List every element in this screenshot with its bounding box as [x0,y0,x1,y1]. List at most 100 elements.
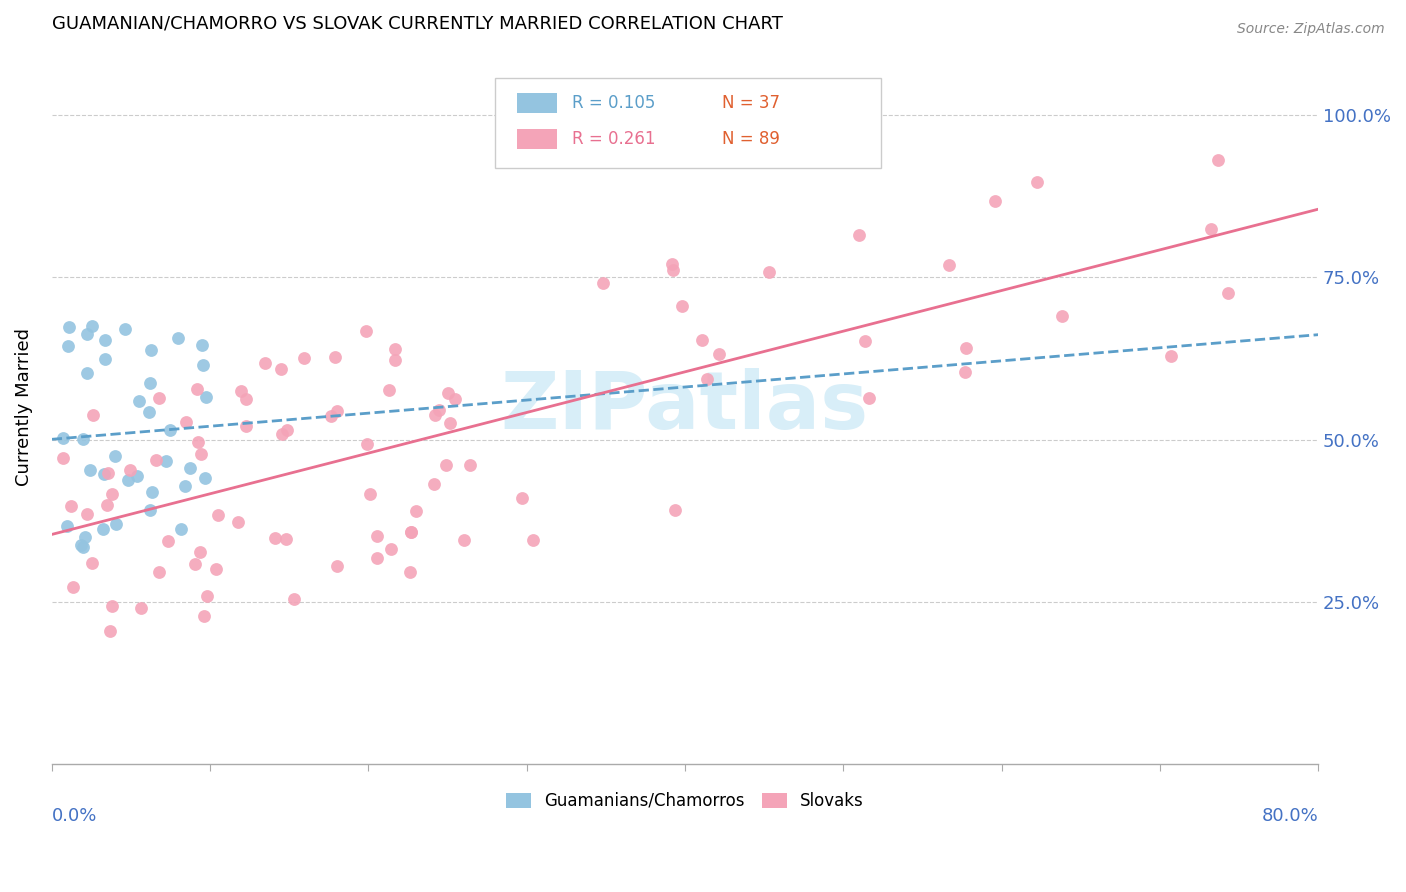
Point [1206,153,1229,167]
Point [125,468,148,483]
FancyBboxPatch shape [495,78,882,168]
Point [117,473,139,487]
Point [955,342,977,356]
Point [292,351,315,365]
Point [283,591,305,606]
Point [104,516,127,531]
Point [97,466,120,480]
Point [93,467,115,481]
Point [366,551,388,566]
Point [425,408,447,422]
Point [235,419,257,434]
Text: Source: ZipAtlas.com: Source: ZipAtlas.com [1237,22,1385,37]
Point [366,529,388,543]
Point [59,500,82,514]
Text: ZIPatlas: ZIPatlas [501,368,869,446]
Point [52,431,75,445]
Point [139,343,162,358]
Point [955,365,977,379]
Point [664,503,686,517]
Point [325,351,347,365]
Point [356,437,378,451]
Point [128,394,150,409]
Point [94,333,117,347]
Point [157,533,180,548]
Point [380,541,402,556]
Point [82,408,104,422]
Point [398,565,420,579]
Point [437,386,460,401]
Point [138,405,160,419]
Point [235,392,257,406]
Point [170,522,193,536]
Point [384,353,406,368]
Point [138,503,160,517]
Point [104,449,127,463]
Point [231,384,253,399]
Point [155,454,177,468]
Point [145,453,167,467]
Point [148,391,170,405]
Point [94,351,117,366]
Text: GUAMANIAN/CHAMORRO VS SLOVAK CURRENTLY MARRIED CORRELATION CHART: GUAMANIAN/CHAMORRO VS SLOVAK CURRENTLY M… [52,15,783,33]
Point [93,522,115,536]
Point [984,194,1007,208]
Point [692,334,714,348]
Point [96,498,118,512]
Point [148,566,170,580]
Point [427,403,450,417]
Point [399,524,422,539]
Point [434,458,457,473]
Point [858,391,880,405]
Point [190,446,212,460]
Point [75,530,97,544]
Point [1050,309,1073,323]
Point [377,384,399,398]
Point [179,461,201,475]
Point [55,518,77,533]
Y-axis label: Currently Married: Currently Married [15,328,32,486]
Legend: Guamanians/Chamorros, Slovaks: Guamanians/Chamorros, Slovaks [499,785,870,817]
Point [174,415,197,429]
Point [405,504,427,518]
Point [62,580,84,594]
Point [194,471,217,485]
Point [72,432,94,446]
Point [114,322,136,336]
Point [76,507,98,521]
Point [263,531,285,545]
Point [326,404,349,418]
Point [671,299,693,313]
Point [118,463,141,477]
Point [592,276,614,290]
Point [159,424,181,438]
Point [195,589,218,603]
Point [193,609,215,624]
Point [141,485,163,500]
Point [401,524,423,539]
Point [707,347,730,361]
Point [453,533,475,547]
Point [661,257,683,271]
Point [270,362,292,376]
Text: 80.0%: 80.0% [1261,807,1319,825]
Point [204,562,226,576]
Point [423,477,446,491]
Point [354,324,377,338]
Point [58,339,80,353]
Point [274,532,297,546]
Point [1199,222,1222,236]
Point [443,392,465,407]
Point [79,463,101,477]
Point [186,382,208,396]
Text: 0.0%: 0.0% [52,807,97,825]
Point [80,318,103,333]
Point [129,601,152,615]
Point [139,376,162,391]
Point [254,356,277,370]
Point [1160,350,1182,364]
Point [439,416,461,430]
Point [1218,286,1240,301]
Point [100,599,122,613]
Point [384,343,406,357]
